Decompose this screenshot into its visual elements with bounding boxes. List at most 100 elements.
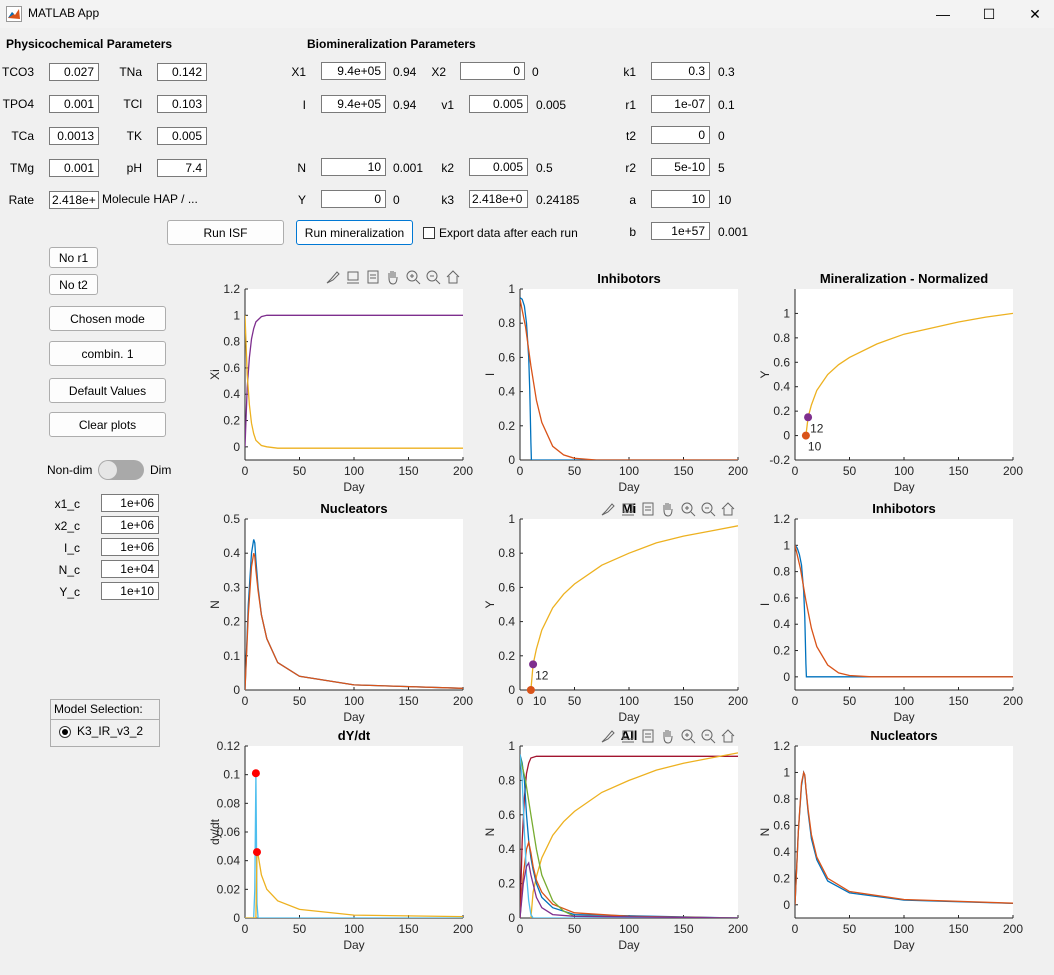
y-tick-label: 0.4	[773, 617, 790, 631]
x-tick-label: 50	[843, 694, 857, 708]
no-r1-button[interactable]: No r1	[49, 247, 98, 268]
zoom-out-icon[interactable]	[700, 728, 716, 744]
y-tick-label: 0	[508, 683, 515, 697]
tpo4-field[interactable]: 0.001	[49, 95, 99, 113]
tcl-field[interactable]: 0.103	[157, 95, 207, 113]
y-tick-label: 0.6	[498, 580, 515, 594]
zoom-in-icon[interactable]	[680, 501, 696, 517]
y-tick-label: 0.2	[498, 877, 515, 891]
tca-field[interactable]: 0.0013	[49, 127, 99, 145]
y-tick-label: 0.2	[773, 871, 790, 885]
x1-field[interactable]: 9.4e+05	[321, 62, 386, 80]
maximize-button[interactable]: ☐	[982, 5, 996, 22]
zoom-in-icon[interactable]	[680, 728, 696, 744]
brush-icon[interactable]	[600, 728, 616, 744]
pan-hand-icon[interactable]	[660, 728, 676, 744]
x1-scaled: 0.94	[393, 65, 417, 79]
y-field[interactable]: 0	[321, 190, 386, 208]
data-point-marker[interactable]	[252, 848, 261, 857]
home-icon[interactable]	[720, 728, 736, 744]
home-icon[interactable]	[445, 269, 461, 285]
zoom-in-icon[interactable]	[405, 269, 421, 285]
export-icon[interactable]	[640, 728, 656, 744]
y-axis-label: I	[758, 603, 772, 606]
model-radio-button[interactable]	[59, 726, 71, 738]
k3-field[interactable]: 2.418e+0	[469, 190, 528, 208]
dim-toggle-switch[interactable]	[98, 460, 144, 480]
y-scale-field[interactable]: 1e+10	[101, 582, 159, 600]
y-tick-label: 0.06	[217, 825, 241, 839]
x-tick-label: 50	[293, 922, 307, 936]
x-tick-label: 100	[619, 694, 639, 708]
data-tips-icon[interactable]	[620, 501, 636, 517]
data-point-marker[interactable]	[251, 769, 260, 778]
r1-field[interactable]: 1e-07	[651, 95, 710, 113]
no-t2-button[interactable]: No t2	[49, 274, 98, 295]
zoom-out-icon[interactable]	[700, 501, 716, 517]
param-label: TNa	[119, 65, 142, 79]
y-tick-label: 0.8	[498, 773, 515, 787]
tmg-field[interactable]: 0.001	[49, 159, 99, 177]
v1-field[interactable]: 0.005	[469, 95, 528, 113]
home-icon[interactable]	[720, 501, 736, 517]
toggle-knob[interactable]	[99, 461, 117, 479]
export-icon[interactable]	[640, 501, 656, 517]
y-tick-label: 0.2	[498, 419, 515, 433]
n-field[interactable]: 10	[321, 158, 386, 176]
zoom-out-icon[interactable]	[425, 269, 441, 285]
x1-scale-field[interactable]: 1e+06	[101, 494, 159, 512]
brush-icon[interactable]	[600, 501, 616, 517]
t2-field[interactable]: 0	[651, 126, 710, 144]
chosen-mode-button[interactable]: Chosen mode	[49, 306, 166, 331]
y-tick-label: 0	[233, 440, 240, 454]
x-tick-label: 150	[398, 694, 418, 708]
x-tick-label: 0	[242, 922, 249, 936]
b-field[interactable]: 1e+57	[651, 222, 710, 240]
pan-hand-icon[interactable]	[660, 501, 676, 517]
series-line-yellow	[245, 851, 463, 918]
tco3-field[interactable]: 0.027	[49, 63, 99, 81]
axes-toolbar	[325, 269, 461, 285]
data-point-marker[interactable]	[526, 686, 535, 694]
data-point-marker[interactable]	[801, 431, 810, 440]
param-label: v1	[441, 98, 454, 112]
brush-icon[interactable]	[325, 269, 341, 285]
series-line-yellow	[530, 752, 738, 918]
k1-field[interactable]: 0.3	[651, 62, 710, 80]
tna-field[interactable]: 0.142	[157, 63, 207, 81]
n-scale-field[interactable]: 1e+04	[101, 560, 159, 578]
close-button[interactable]: ✕	[1029, 5, 1041, 22]
x2-scale-field[interactable]: 1e+06	[101, 516, 159, 534]
y-tick-label: 0	[233, 911, 240, 925]
run-isf-button[interactable]: Run ISF	[167, 220, 284, 245]
x-tick-label: 0	[517, 694, 524, 708]
clear-plots-button[interactable]: Clear plots	[49, 412, 166, 437]
combination-button[interactable]: combin. 1	[49, 341, 166, 366]
pan-hand-icon[interactable]	[385, 269, 401, 285]
molecule-label: Molecule HAP / ...	[102, 192, 198, 206]
model-selection-title: Model Selection:	[51, 700, 159, 720]
default-values-button[interactable]: Default Values	[49, 378, 166, 403]
export-checkbox[interactable]	[423, 227, 435, 239]
export-icon[interactable]	[365, 269, 381, 285]
data-point-marker[interactable]	[529, 660, 538, 669]
y-tick-label: 0.2	[498, 649, 515, 663]
rate-field[interactable]: 2.418e+	[49, 191, 99, 209]
param-label: b	[629, 225, 636, 239]
data-point-marker[interactable]	[804, 413, 813, 422]
i-scale-field[interactable]: 1e+06	[101, 538, 159, 556]
a-field[interactable]: 10	[651, 190, 710, 208]
r2-field[interactable]: 5e-10	[651, 158, 710, 176]
plot-area	[520, 519, 738, 690]
k2-field[interactable]: 0.005	[469, 158, 528, 176]
x2-field[interactable]: 0	[460, 62, 525, 80]
series-line-orange	[520, 839, 738, 918]
ph-field[interactable]: 7.4	[157, 159, 207, 177]
data-tips-icon[interactable]	[620, 728, 636, 744]
run-mineralization-button[interactable]: Run mineralization	[296, 220, 413, 245]
minimize-button[interactable]: —	[936, 6, 950, 22]
i-field[interactable]: 9.4e+05	[321, 95, 386, 113]
tk-field[interactable]: 0.005	[157, 127, 207, 145]
data-tips-icon[interactable]	[345, 269, 361, 285]
